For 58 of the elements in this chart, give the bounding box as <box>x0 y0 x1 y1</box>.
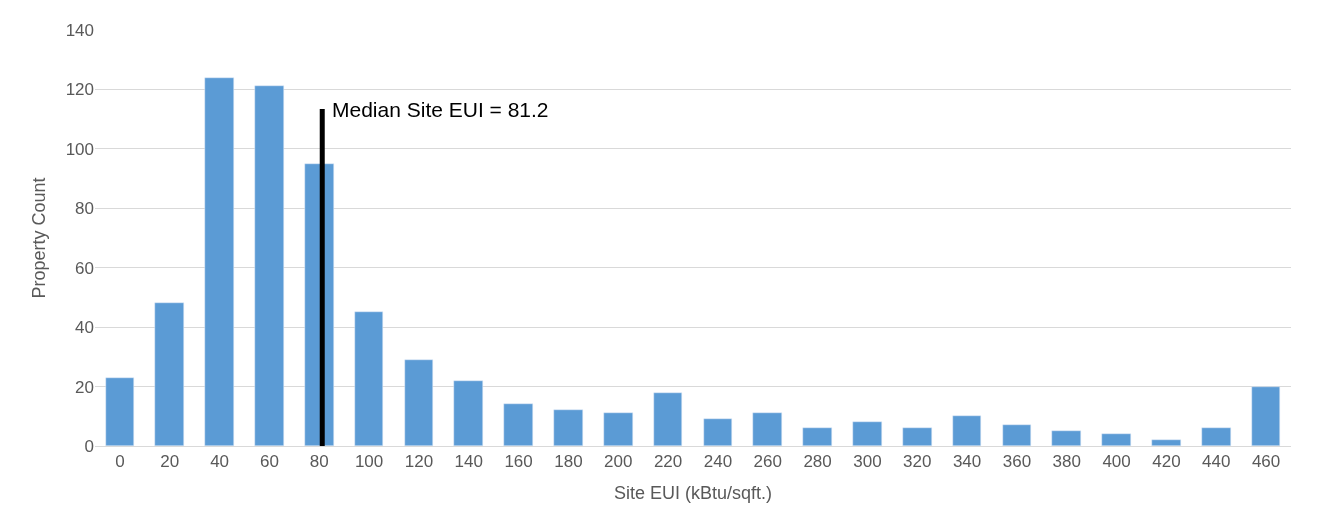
x-tick-label: 120 <box>404 452 434 472</box>
x-tick-label: 440 <box>1202 452 1231 472</box>
x-tick-label: 20 <box>160 452 180 472</box>
bar <box>1201 427 1231 446</box>
x-tick-label: 140 <box>454 452 483 472</box>
ref-line-label: Median Site EUI = 81.2 <box>332 98 549 121</box>
x-tick-label: 0 <box>115 452 125 472</box>
x-tick-label: 360 <box>1002 452 1032 472</box>
x-tick-label: 400 <box>1102 452 1131 472</box>
bar <box>1101 433 1131 446</box>
bar <box>603 412 633 446</box>
y-tick-label: 120 <box>65 80 94 100</box>
bar <box>553 409 583 446</box>
bar <box>1151 439 1181 446</box>
x-tick-label: 420 <box>1152 452 1181 472</box>
x-axis-title: Site EUI (kBtu/sqft.) <box>613 482 773 503</box>
x-tick-label: 180 <box>554 452 583 472</box>
x-tick-label: 240 <box>703 452 733 472</box>
bar <box>1051 430 1081 446</box>
x-tick-label: 60 <box>259 452 279 472</box>
bar <box>653 392 682 446</box>
bar <box>1251 386 1280 446</box>
bar <box>752 412 782 446</box>
bar <box>952 415 981 446</box>
bar <box>1002 424 1031 446</box>
y-tick-label: 60 <box>75 258 94 278</box>
x-tick-label: 300 <box>853 452 882 472</box>
bar <box>902 427 932 446</box>
x-tick-label: 380 <box>1052 452 1081 472</box>
bar <box>404 359 433 446</box>
bar <box>503 403 533 446</box>
bar <box>354 311 383 446</box>
x-tick-label: 100 <box>354 452 384 472</box>
x-tick-label: 320 <box>903 452 932 472</box>
x-tick-label: 460 <box>1251 452 1281 472</box>
bar <box>453 380 483 446</box>
bar <box>105 377 134 446</box>
y-axis-title: Property Count <box>28 177 49 299</box>
y-tick-label: 40 <box>75 318 94 338</box>
y-tick-label: 140 <box>65 20 94 40</box>
x-tick-label: 80 <box>309 452 329 472</box>
bar <box>802 427 832 446</box>
x-tick-label: 260 <box>753 452 782 472</box>
y-tick-label: 20 <box>75 377 94 397</box>
bar <box>703 418 732 446</box>
y-tick-label: 100 <box>65 139 94 159</box>
bar <box>852 421 882 446</box>
bar <box>204 77 234 446</box>
x-tick-label: 220 <box>653 452 683 472</box>
x-tick-label: 200 <box>604 452 633 472</box>
x-tick-label: 40 <box>210 452 230 472</box>
y-tick-label: 0 <box>84 436 94 456</box>
x-tick-label: 160 <box>504 452 533 472</box>
x-tick-label: 280 <box>803 452 832 472</box>
bar <box>154 302 184 446</box>
bar <box>254 85 284 446</box>
x-tick-label: 340 <box>952 452 982 472</box>
y-tick-label: 80 <box>75 199 94 219</box>
